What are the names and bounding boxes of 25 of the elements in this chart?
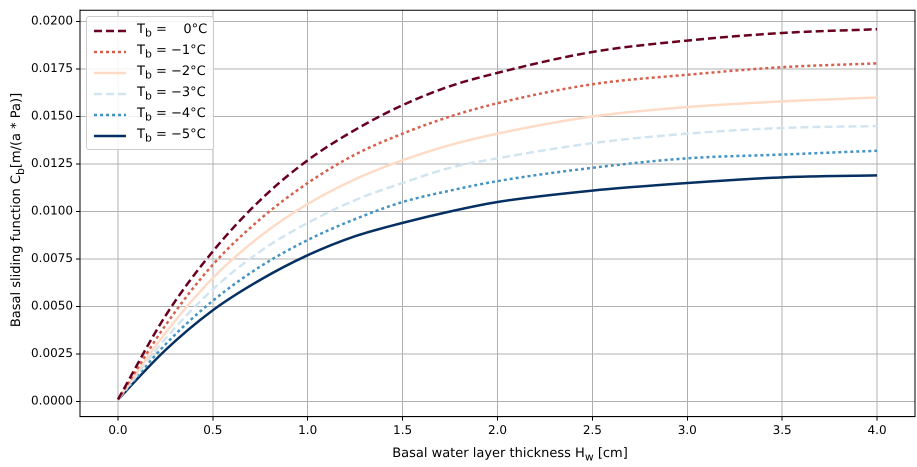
x-tick-label: 0.0 (108, 422, 128, 437)
legend-label: T$_{b}$ = −4°C (136, 106, 206, 124)
x-tick-label: 1.0 (298, 422, 318, 437)
legend-label: T$_{b}$ = −3°C (136, 84, 206, 102)
legend-label: T$_{b}$ = −2°C (136, 64, 206, 82)
y-tick-label: 0.0175 (30, 61, 73, 76)
y-tick-label: 0.0150 (30, 108, 73, 123)
y-tick-label: 0.0125 (30, 156, 73, 170)
x-tick-label: 3.0 (678, 422, 697, 437)
legend-label: T$_{b}$ = −5°C (136, 126, 206, 144)
x-axis-title: Basal water layer thickness H$_{w}$ [cm] (392, 446, 628, 464)
legend-label: T$_{b}$ = 0°C (136, 22, 208, 40)
y-tick-label: 0.0075 (30, 251, 73, 266)
y-tick-label: 0.0050 (30, 298, 73, 313)
x-tick-label: 3.5 (772, 422, 792, 437)
legend-label: T$_{b}$ = −1°C (136, 42, 206, 60)
x-tick-label: 0.5 (203, 422, 222, 437)
y-tick-label: 0.0100 (30, 204, 73, 218)
x-tick-label: 2.0 (488, 422, 508, 437)
x-tick-label: 2.5 (582, 422, 602, 437)
y-tick-label: 0.0000 (30, 394, 73, 408)
x-tick-label: 4.0 (868, 422, 887, 437)
x-tick-label: 1.5 (393, 422, 412, 437)
y-tick-label: 0.0200 (30, 14, 73, 28)
y-tick-label: 0.0025 (30, 346, 73, 360)
